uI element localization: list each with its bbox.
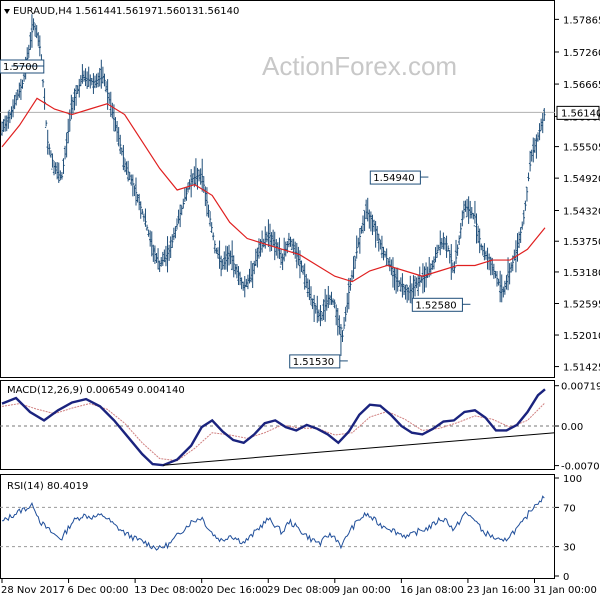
price-annotations: 1.5700 1.54940 1.52580 1.51530 bbox=[0, 59, 471, 369]
price-annotation: 1.51530 bbox=[289, 354, 348, 369]
current-price-label: 1.56140 bbox=[556, 105, 600, 120]
price-panel: ActionForex.com 1.57865 1.57260 1.56665 1.5… bbox=[0, 0, 600, 378]
annotation-text: 1.51530 bbox=[293, 357, 334, 368]
price-tick-label: 1.51425 bbox=[563, 363, 600, 374]
annotation-text: 1.54940 bbox=[373, 173, 414, 184]
rsi-y-axis: 100 70 30 0 bbox=[0, 474, 582, 583]
ohlc-low: 1.56013 bbox=[157, 6, 198, 17]
rsi-tick-label: 100 bbox=[563, 474, 582, 485]
macd-panel: 0.007198 0.00 -0.00707 MACD(12,26,9) 0.006… bbox=[0, 380, 600, 473]
rsi-line bbox=[1, 495, 545, 551]
macd-panel-frame bbox=[0, 380, 555, 470]
price-annotation: 1.5700 bbox=[0, 59, 45, 74]
x-tick-label: 6 Dec 00:00 bbox=[68, 585, 129, 596]
annotation-text: 1.5700 bbox=[3, 62, 38, 73]
rsi-tick-label: 0 bbox=[563, 572, 569, 583]
x-tick-label: 20 Dec 16:00 bbox=[201, 585, 268, 596]
x-tick-label: 31 Jan 00:00 bbox=[533, 585, 596, 596]
price-panel-frame bbox=[0, 0, 555, 378]
price-annotation: 1.54940 bbox=[369, 170, 429, 185]
macd-y-axis: 0.007198 0.00 -0.00707 bbox=[555, 382, 600, 473]
x-tick-label: 29 Dec 08:00 bbox=[267, 585, 334, 596]
x-tick-label: 13 Dec 08:00 bbox=[134, 585, 201, 596]
x-tick-label: 9 Jan 00:00 bbox=[334, 585, 391, 596]
watermark: ActionForex.com bbox=[262, 51, 457, 81]
title-bar: EURAUD,H4 1.56144 1.56197 1.56013 1.5614… bbox=[4, 6, 239, 17]
ohlc-close: 1.56140 bbox=[198, 6, 239, 17]
x-tick-label: 23 Jan 16:00 bbox=[467, 585, 530, 596]
macd-title: MACD(12,26,9) 0.006549 0.004140 bbox=[7, 385, 185, 396]
macd-tick-label: -0.00707 bbox=[561, 462, 600, 473]
rsi-tick-label: 30 bbox=[563, 543, 576, 554]
macd-signal-line bbox=[1, 402, 546, 462]
annotation-text: 1.52580 bbox=[415, 300, 456, 311]
price-tick-label: 1.57260 bbox=[563, 48, 600, 59]
price-tick-label: 1.52010 bbox=[563, 331, 600, 342]
x-tick-label: 28 Nov 2017 bbox=[1, 585, 65, 596]
macd-main-line bbox=[1, 388, 546, 467]
x-tick-label: 16 Jan 08:00 bbox=[400, 585, 463, 596]
price-tick-label: 1.52595 bbox=[563, 299, 600, 310]
ohlc-open: 1.56144 bbox=[75, 6, 116, 17]
moving-average-line bbox=[1, 97, 546, 283]
current-price-box bbox=[556, 105, 600, 120]
price-tick-label: 1.55505 bbox=[563, 143, 600, 154]
price-y-axis: 1.578651.572601.566651.560651.555051.549… bbox=[555, 15, 600, 374]
price-tick-label: 1.54320 bbox=[563, 206, 600, 217]
ohlc-high: 1.56197 bbox=[116, 6, 157, 17]
price-tick-label: 1.54920 bbox=[563, 174, 600, 185]
rsi-tick-label: 70 bbox=[563, 503, 576, 514]
time-x-axis: 28 Nov 2017 6 Dec 00:00 13 Dec 08:00 20 Dec… bbox=[1, 579, 597, 596]
price-annotation: 1.52580 bbox=[411, 297, 471, 312]
chart-title: EURAUD,H4 bbox=[13, 6, 72, 17]
collapse-triangle-icon bbox=[4, 9, 10, 14]
price-tick-label: 1.57865 bbox=[563, 15, 600, 26]
price-tick-label: 1.53180 bbox=[563, 268, 600, 279]
price-tick-label: 1.53750 bbox=[563, 237, 600, 248]
macd-trendline bbox=[163, 432, 556, 466]
rsi-title: RSI(14) 80.4019 bbox=[7, 481, 88, 492]
macd-tick-label: 0.00 bbox=[561, 422, 583, 433]
macd-tick-label: 0.007198 bbox=[561, 382, 600, 393]
rsi-panel: 100 70 30 0 RSI(14) 80.4019 bbox=[0, 474, 582, 583]
current-price-text: 1.56140 bbox=[561, 108, 600, 119]
price-tick-label: 1.56665 bbox=[563, 80, 600, 91]
